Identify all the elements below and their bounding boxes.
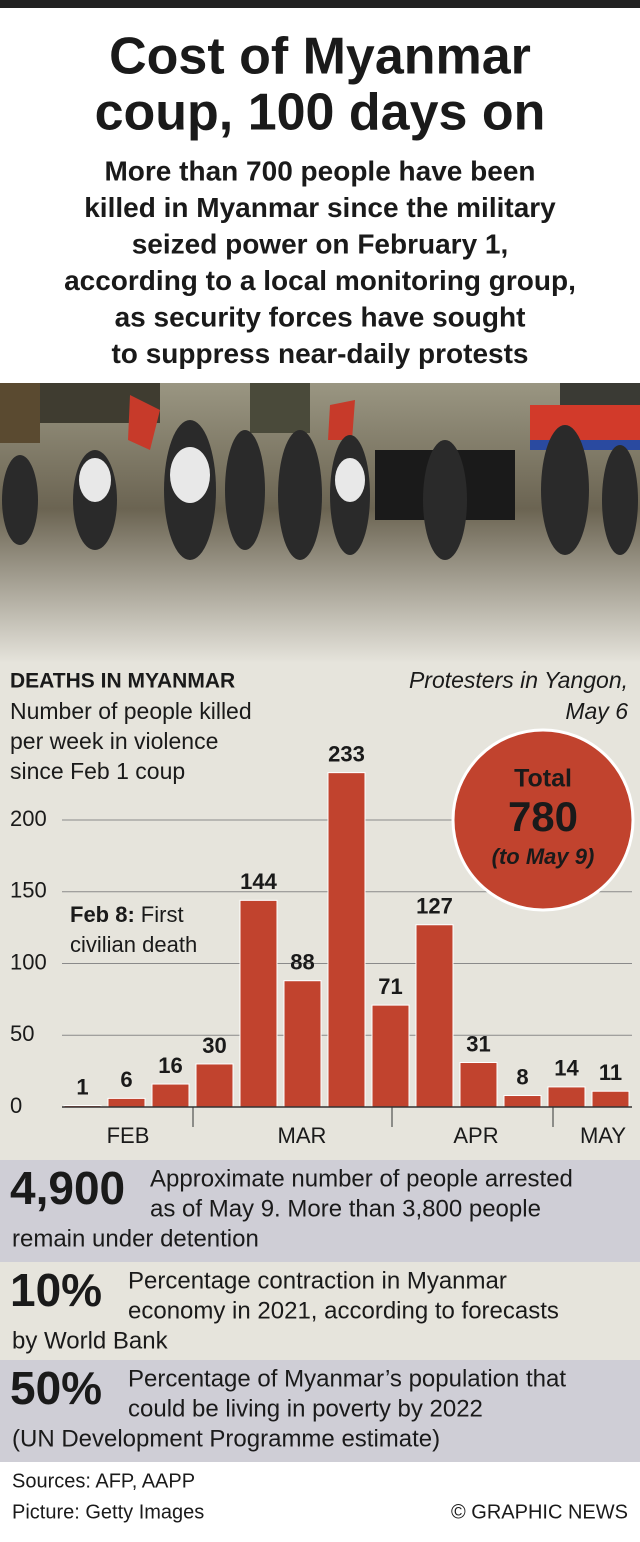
- value-label: 127: [416, 894, 453, 919]
- stat-text: Percentage contraction in Myanmar: [128, 1267, 507, 1294]
- month-label: MAR: [278, 1123, 327, 1148]
- bar: [503, 1095, 542, 1108]
- stat-value: 50%: [10, 1362, 102, 1414]
- title: Cost of Myanmar: [109, 28, 531, 86]
- value-label: 14: [554, 1056, 579, 1081]
- bar: [283, 980, 322, 1108]
- value-label: 30: [202, 1033, 226, 1058]
- bar: [591, 1090, 630, 1108]
- value-label: 11: [599, 1060, 622, 1085]
- stat-row-bg: [0, 1262, 640, 1360]
- bar: [195, 1063, 234, 1108]
- bar: [107, 1097, 146, 1108]
- source: Sources: AFP, AAPP: [12, 1470, 195, 1492]
- top-bar: [0, 0, 640, 8]
- y-tick-label: 150: [10, 878, 47, 903]
- annotation: Feb 8: First: [70, 902, 184, 927]
- month-label: MAY: [580, 1123, 626, 1148]
- bar: [415, 924, 454, 1108]
- photo-caption: May 6: [565, 698, 628, 724]
- stat-value: 4,900: [10, 1162, 125, 1214]
- subtitle: seized power on February 1,: [132, 228, 509, 259]
- picture-credit: Picture: Getty Images: [12, 1501, 204, 1523]
- stat-text: economy in 2021, according to forecasts: [128, 1297, 559, 1324]
- stat-text: Approximate number of people arrested: [150, 1165, 573, 1192]
- photo-caption: Protesters in Yangon,: [409, 667, 628, 693]
- y-tick-label: 200: [10, 806, 47, 831]
- bar: [371, 1004, 410, 1108]
- value-label: 31: [466, 1031, 490, 1056]
- stat-row-bg: [0, 1160, 640, 1262]
- bar: [239, 899, 278, 1108]
- bar: [327, 772, 366, 1108]
- value-label: 233: [328, 741, 365, 766]
- annotation-label: Feb 8:: [70, 902, 135, 927]
- stat-text: Percentage of Myanmar’s population that: [128, 1365, 566, 1392]
- y-tick-label: 50: [10, 1021, 34, 1046]
- stat-row-bg: [0, 1360, 640, 1462]
- value-label: 6: [120, 1067, 132, 1092]
- total-circle: [451, 728, 635, 912]
- annotation-text: First: [141, 902, 184, 927]
- photo: [0, 383, 640, 663]
- value-label: 1: [76, 1074, 88, 1099]
- stat-text: could be living in poverty by 2022: [128, 1395, 483, 1422]
- value-label: 16: [158, 1053, 182, 1078]
- month-label: APR: [453, 1123, 498, 1148]
- value-label: 88: [290, 950, 314, 975]
- subtitle: according to a local monitoring group,: [64, 265, 576, 296]
- total-value: 780: [508, 793, 578, 840]
- month-label: FEB: [107, 1123, 150, 1148]
- chart-subtitle: Number of people killed: [10, 698, 252, 724]
- stat-text: as of May 9. More than 3,800 people: [150, 1195, 541, 1222]
- subtitle: killed in Myanmar since the military: [84, 192, 556, 223]
- stat-text: (UN Development Programme estimate): [12, 1425, 440, 1452]
- total-label: Total: [514, 765, 572, 793]
- chart-subtitle: since Feb 1 coup: [10, 758, 185, 784]
- bar: [547, 1086, 586, 1108]
- value-label: 8: [516, 1064, 528, 1089]
- subtitle: to suppress near-daily protests: [111, 338, 528, 369]
- annotation-text: civilian death: [70, 932, 197, 957]
- title: coup, 100 days on: [95, 84, 546, 142]
- credit: © GRAPHIC NEWS: [451, 1501, 628, 1523]
- bar: [151, 1083, 190, 1108]
- subtitle: More than 700 people have been: [104, 155, 535, 186]
- subtitle: as security forces have sought: [115, 301, 526, 332]
- y-tick-label: 100: [10, 949, 47, 974]
- total-note: (to May 9): [492, 844, 595, 869]
- value-label: 144: [240, 869, 277, 894]
- stat-text: by World Bank: [12, 1327, 169, 1354]
- chart-title: DEATHS IN MYANMAR: [10, 670, 235, 693]
- chart-subtitle: per week in violence: [10, 728, 218, 754]
- stat-text: remain under detention: [12, 1225, 259, 1252]
- value-label: 71: [378, 974, 402, 999]
- bar: [459, 1062, 498, 1108]
- y-tick-label: 0: [10, 1093, 22, 1118]
- stat-value: 10%: [10, 1264, 102, 1316]
